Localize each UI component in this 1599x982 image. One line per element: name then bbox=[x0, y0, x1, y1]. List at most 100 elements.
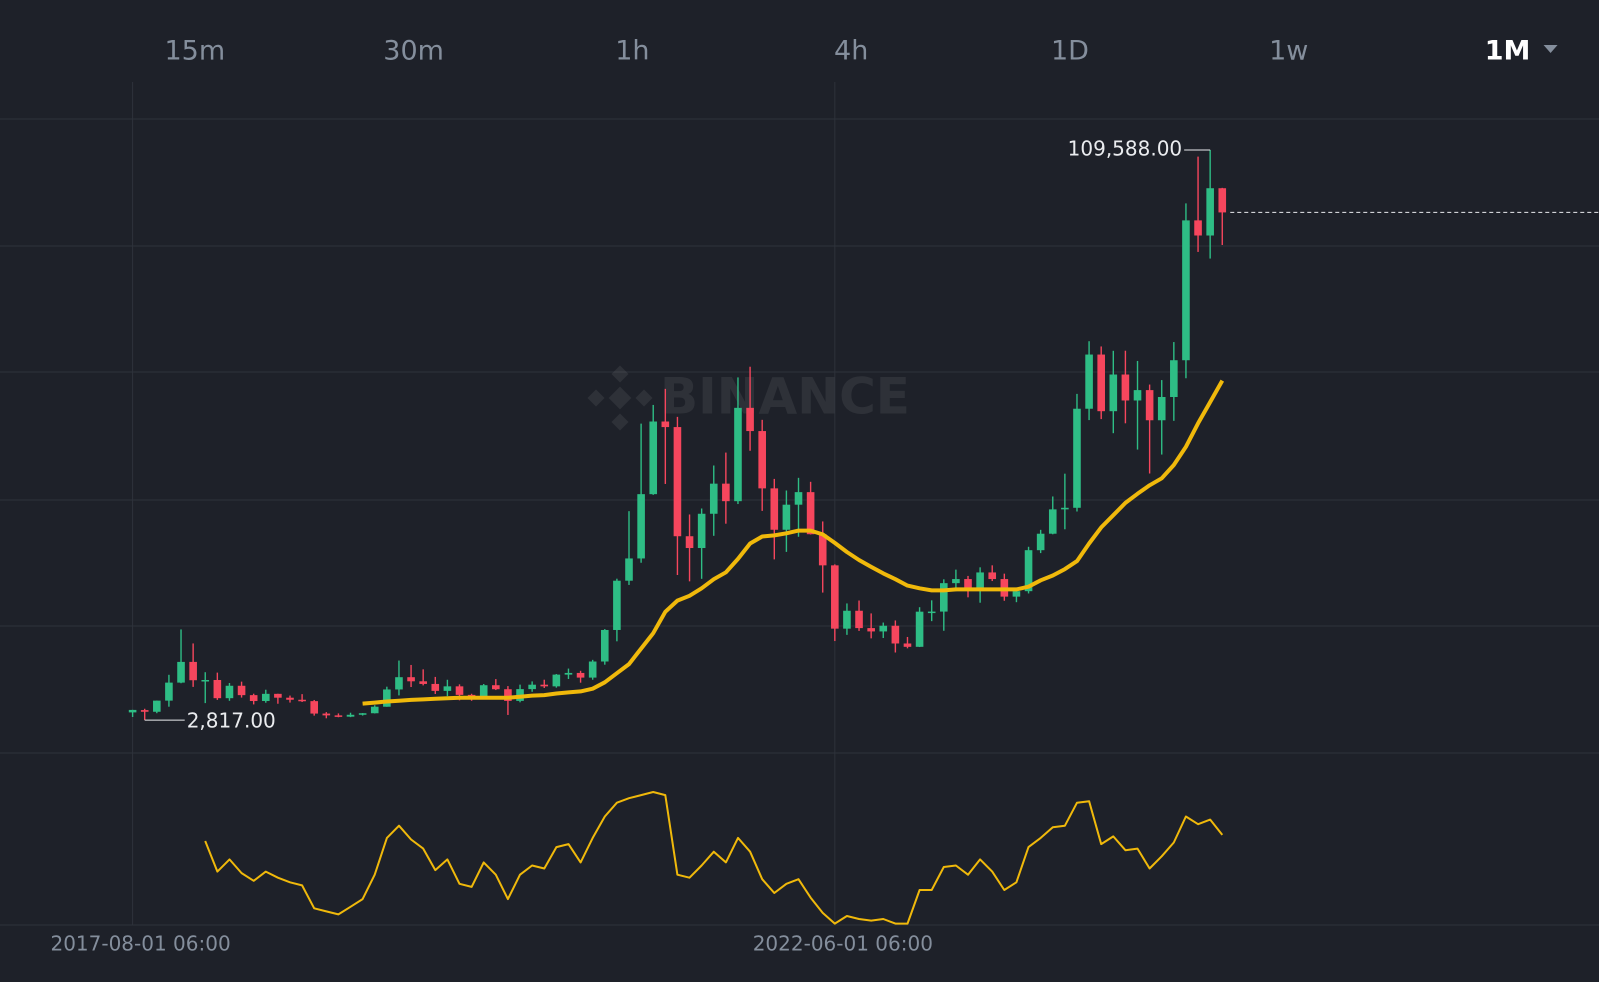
timeframe-tab[interactable]: 15m bbox=[164, 36, 225, 67]
candle-body bbox=[443, 686, 452, 691]
timeframe-tab[interactable]: 1D bbox=[1051, 36, 1089, 67]
timeframe-tab[interactable]: 1w bbox=[1269, 36, 1308, 67]
candle-body bbox=[504, 689, 512, 701]
candle-body bbox=[976, 572, 984, 590]
candle-body bbox=[249, 695, 258, 702]
candle-body bbox=[806, 492, 815, 535]
candle-body bbox=[927, 611, 936, 614]
low-price-label: 2,817.00 bbox=[187, 709, 276, 733]
candle-body bbox=[153, 700, 161, 712]
candle-body bbox=[988, 572, 997, 580]
candle-body bbox=[1048, 509, 1057, 534]
candle-body bbox=[128, 709, 137, 713]
candle-body bbox=[189, 661, 197, 681]
candle-body bbox=[1170, 360, 1178, 398]
candle-body bbox=[722, 483, 730, 502]
candle-body bbox=[1036, 533, 1045, 551]
candle-body bbox=[1012, 591, 1021, 597]
candle-body bbox=[140, 710, 149, 712]
candle-body bbox=[322, 713, 331, 716]
timeframe-tab[interactable]: 4h bbox=[834, 36, 868, 67]
candle-body bbox=[855, 610, 863, 629]
timeframe-tab[interactable]: 30m bbox=[383, 36, 444, 67]
candle-body bbox=[564, 672, 573, 675]
candle-body bbox=[818, 534, 827, 566]
indicator-line bbox=[204, 791, 1224, 925]
candle-body bbox=[1218, 188, 1227, 213]
candle-body bbox=[637, 494, 645, 559]
high-price-label: 109,588.00 bbox=[1068, 137, 1183, 161]
candle-body bbox=[697, 513, 706, 549]
candle-body bbox=[467, 694, 476, 697]
candle-body bbox=[1061, 507, 1069, 510]
candle-body bbox=[891, 625, 900, 644]
candle-body bbox=[794, 492, 803, 505]
candle-body bbox=[782, 504, 791, 530]
candle-body bbox=[540, 684, 549, 687]
candle-body bbox=[1097, 354, 1105, 412]
timeframe-tab[interactable]: 1h bbox=[615, 36, 649, 67]
candle-body bbox=[770, 488, 779, 530]
candle-body bbox=[649, 421, 658, 495]
candle-body bbox=[286, 697, 294, 700]
candle-body bbox=[455, 686, 464, 695]
candle-body bbox=[746, 407, 754, 432]
candle-body bbox=[213, 680, 222, 699]
candle-body bbox=[1085, 354, 1093, 409]
candle-body bbox=[1145, 390, 1154, 421]
candle-body bbox=[613, 580, 621, 630]
candle-body bbox=[964, 579, 972, 590]
candle-body bbox=[1109, 374, 1118, 412]
candle-body bbox=[552, 674, 561, 687]
candle-body bbox=[1194, 220, 1202, 236]
candle-body bbox=[734, 407, 742, 502]
x-tick-label: 2022-06-01 06:00 bbox=[753, 932, 933, 956]
candle-body bbox=[576, 672, 585, 678]
candle-body bbox=[177, 661, 185, 683]
candle-body bbox=[843, 610, 851, 629]
candle-body bbox=[600, 629, 609, 662]
candle-body bbox=[201, 680, 210, 682]
candle-body bbox=[1182, 220, 1190, 361]
candle-body bbox=[370, 706, 379, 714]
candle-body bbox=[831, 565, 839, 629]
candle-body bbox=[274, 693, 282, 698]
candle-body bbox=[952, 579, 960, 584]
candle-body bbox=[685, 536, 694, 549]
candle-body bbox=[298, 699, 306, 702]
candle-body bbox=[1073, 408, 1081, 508]
candle-body bbox=[383, 689, 391, 707]
candle-body bbox=[431, 683, 440, 691]
watermark-text: BINANCE bbox=[660, 368, 910, 426]
candle-body bbox=[237, 685, 246, 696]
dropdown-arrow[interactable] bbox=[1543, 45, 1558, 53]
candle-body bbox=[395, 677, 403, 690]
candle-body bbox=[346, 714, 355, 717]
candle-body bbox=[225, 685, 234, 699]
candle-body bbox=[915, 611, 924, 647]
candle-body bbox=[1024, 550, 1033, 592]
candle-body bbox=[1206, 188, 1214, 236]
candle-body bbox=[758, 431, 766, 489]
x-tick-label: 2017-08-01 06:00 bbox=[50, 932, 230, 956]
candle-body bbox=[1121, 374, 1130, 401]
candle-body bbox=[867, 628, 875, 632]
candle-body bbox=[407, 677, 415, 682]
candle-body bbox=[479, 685, 488, 697]
candle-body bbox=[492, 685, 500, 690]
candle-body bbox=[358, 713, 367, 715]
timeframe-tab[interactable]: 1M bbox=[1485, 36, 1531, 67]
candle-body bbox=[165, 682, 173, 701]
candle-body bbox=[528, 684, 536, 690]
candle-body bbox=[625, 558, 633, 581]
candle-body bbox=[709, 483, 718, 514]
moving-average-line bbox=[362, 379, 1225, 706]
candle-body bbox=[673, 427, 682, 537]
grid bbox=[0, 82, 1599, 926]
candle-body bbox=[419, 681, 427, 684]
candle-body bbox=[1133, 390, 1142, 401]
candle-body bbox=[1157, 397, 1166, 421]
candles bbox=[128, 150, 1227, 721]
